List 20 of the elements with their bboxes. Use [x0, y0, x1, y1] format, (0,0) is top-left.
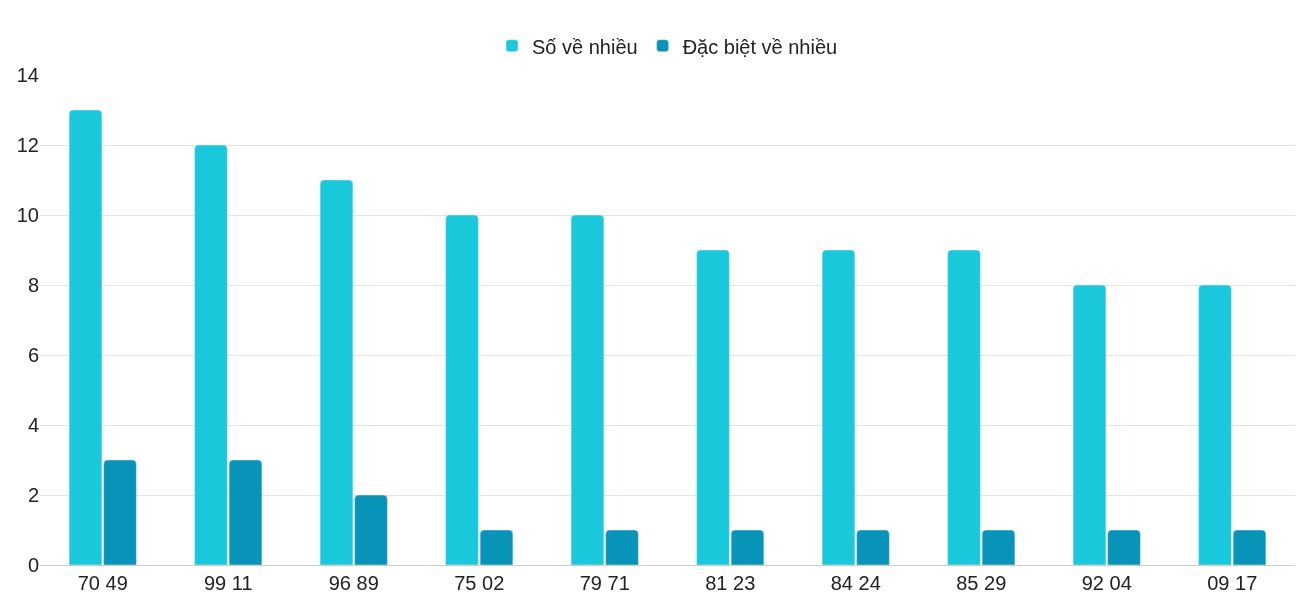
x-tick-label: 79 71 [579, 572, 630, 594]
x-tick-label: 70 49 [77, 572, 128, 594]
legend-label: Số về nhiều [532, 35, 638, 58]
y-tick-label: 8 [27, 274, 39, 296]
x-tick-label: 99 11 [203, 572, 253, 594]
x-tick-label: 09 17 [1207, 572, 1258, 594]
y-tick-label: 0 [27, 554, 39, 576]
y-tick-label: 10 [16, 204, 39, 226]
y-tick-label: 4 [27, 414, 39, 436]
y-tick-label: 14 [16, 64, 39, 86]
x-tick-label: 84 24 [830, 572, 881, 594]
y-tick-label: 12 [16, 134, 39, 156]
x-tick-label: 92 04 [1081, 572, 1132, 594]
y-tick-label: 6 [27, 344, 39, 366]
x-tick-label: 96 89 [328, 572, 379, 594]
x-tick-label: 75 02 [454, 572, 505, 594]
legend-label: Đặc biệt về nhiều [682, 35, 838, 58]
y-tick-label: 2 [27, 484, 39, 506]
x-tick-label: 81 23 [705, 572, 756, 594]
x-tick-label: 85 29 [956, 572, 1007, 594]
